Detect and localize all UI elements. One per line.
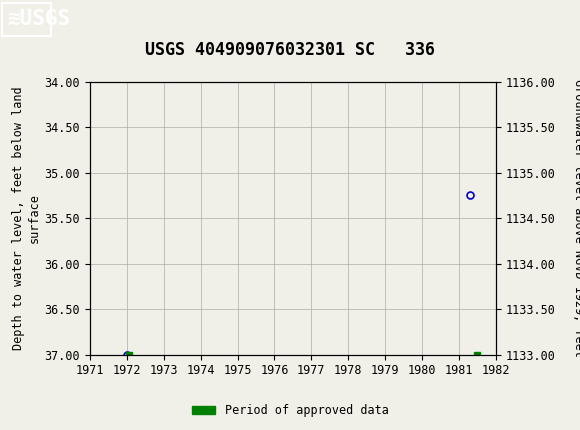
Y-axis label: Groundwater level above NGVD 1929, feet: Groundwater level above NGVD 1929, feet bbox=[572, 79, 580, 357]
Text: ≋USGS: ≋USGS bbox=[7, 9, 70, 29]
Bar bbox=[2, 3, 51, 36]
Text: USGS 404909076032301 SC   336: USGS 404909076032301 SC 336 bbox=[145, 41, 435, 59]
Y-axis label: Depth to water level, feet below land
surface: Depth to water level, feet below land su… bbox=[12, 86, 41, 350]
Legend: Period of approved data: Period of approved data bbox=[187, 399, 393, 422]
